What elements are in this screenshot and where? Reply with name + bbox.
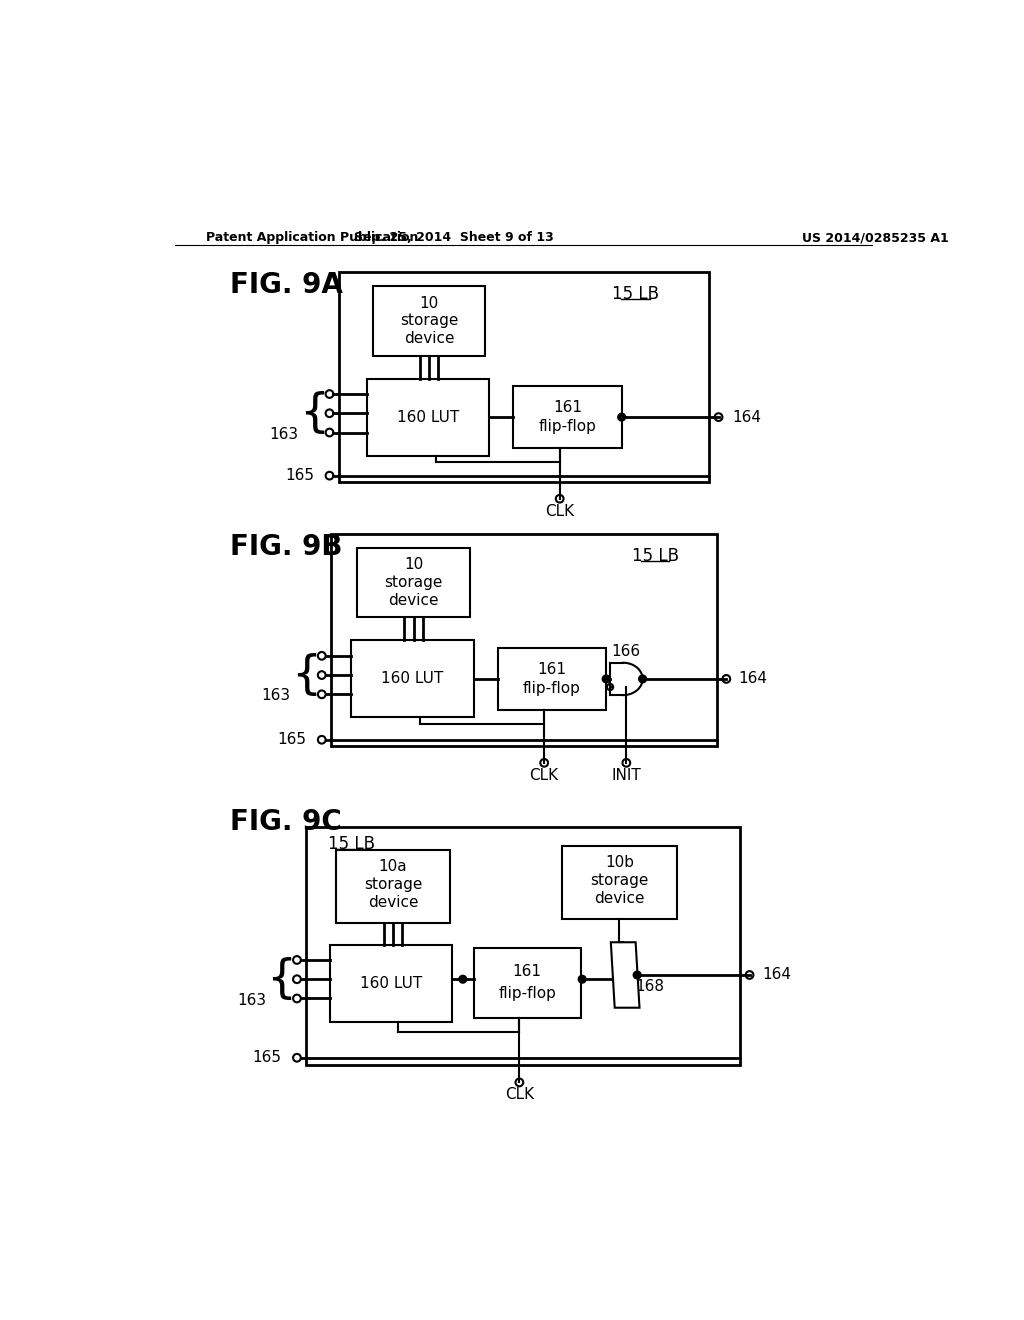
Text: 10: 10 (420, 296, 438, 310)
Circle shape (617, 413, 626, 421)
Text: storage: storage (384, 576, 442, 590)
Bar (562, 846, 677, 919)
Text: storage: storage (590, 873, 648, 888)
Circle shape (633, 972, 641, 979)
Text: 163: 163 (261, 688, 291, 704)
Text: Sep. 25, 2014  Sheet 9 of 13: Sep. 25, 2014 Sheet 9 of 13 (353, 231, 553, 244)
Text: {: { (299, 391, 329, 436)
Text: {: { (266, 957, 297, 1002)
Text: 160 LUT: 160 LUT (397, 409, 459, 425)
Bar (330, 945, 452, 1022)
Text: 160 LUT: 160 LUT (359, 975, 422, 990)
Text: 163: 163 (237, 993, 266, 1007)
Text: 10b: 10b (605, 855, 634, 870)
Text: FIG. 9C: FIG. 9C (230, 808, 342, 836)
Text: CLK: CLK (505, 1088, 534, 1102)
Text: 161: 161 (513, 964, 542, 979)
Circle shape (579, 975, 586, 983)
Text: INIT: INIT (611, 768, 641, 783)
Circle shape (459, 975, 467, 983)
Bar (351, 640, 474, 718)
Bar (336, 850, 451, 923)
Text: 160 LUT: 160 LUT (381, 672, 443, 686)
Text: 164: 164 (738, 672, 768, 686)
Text: 161: 161 (538, 663, 566, 677)
Text: 161: 161 (553, 400, 582, 416)
Text: storage: storage (400, 313, 459, 329)
Bar (339, 272, 710, 482)
Circle shape (639, 675, 646, 682)
Polygon shape (611, 942, 640, 1007)
Text: 165: 165 (253, 1051, 282, 1065)
Text: 15 LB: 15 LB (632, 546, 679, 565)
Bar (306, 826, 740, 1065)
Text: 164: 164 (732, 409, 762, 425)
Text: 166: 166 (611, 644, 641, 659)
Text: 15 LB: 15 LB (612, 285, 659, 302)
Text: FIG. 9B: FIG. 9B (230, 533, 343, 561)
Text: device: device (594, 891, 644, 906)
Text: CLK: CLK (529, 768, 559, 783)
Text: 10a: 10a (379, 859, 408, 874)
Text: US 2014/0285235 A1: US 2014/0285235 A1 (802, 231, 949, 244)
Bar (373, 286, 485, 355)
Text: 165: 165 (278, 733, 306, 747)
Text: storage: storage (364, 876, 422, 892)
Text: device: device (388, 593, 439, 609)
Text: 15 LB: 15 LB (328, 834, 375, 853)
Bar (357, 548, 470, 618)
Bar (367, 379, 489, 455)
Bar (474, 948, 581, 1018)
Text: 163: 163 (269, 426, 299, 442)
Bar (498, 648, 606, 710)
Text: device: device (403, 331, 455, 346)
Text: 10: 10 (403, 557, 423, 573)
Bar (331, 535, 717, 746)
Text: 165: 165 (285, 469, 314, 483)
Text: flip-flop: flip-flop (539, 418, 596, 434)
Bar (513, 387, 622, 447)
Text: 164: 164 (762, 968, 791, 982)
Text: flip-flop: flip-flop (499, 986, 556, 1001)
Text: {: { (291, 652, 322, 697)
Text: CLK: CLK (545, 503, 574, 519)
Text: flip-flop: flip-flop (523, 681, 581, 696)
Text: FIG. 9A: FIG. 9A (230, 272, 343, 300)
Text: 168: 168 (635, 979, 664, 994)
Text: Patent Application Publication: Patent Application Publication (206, 231, 418, 244)
Text: device: device (368, 895, 418, 909)
Circle shape (602, 675, 610, 682)
